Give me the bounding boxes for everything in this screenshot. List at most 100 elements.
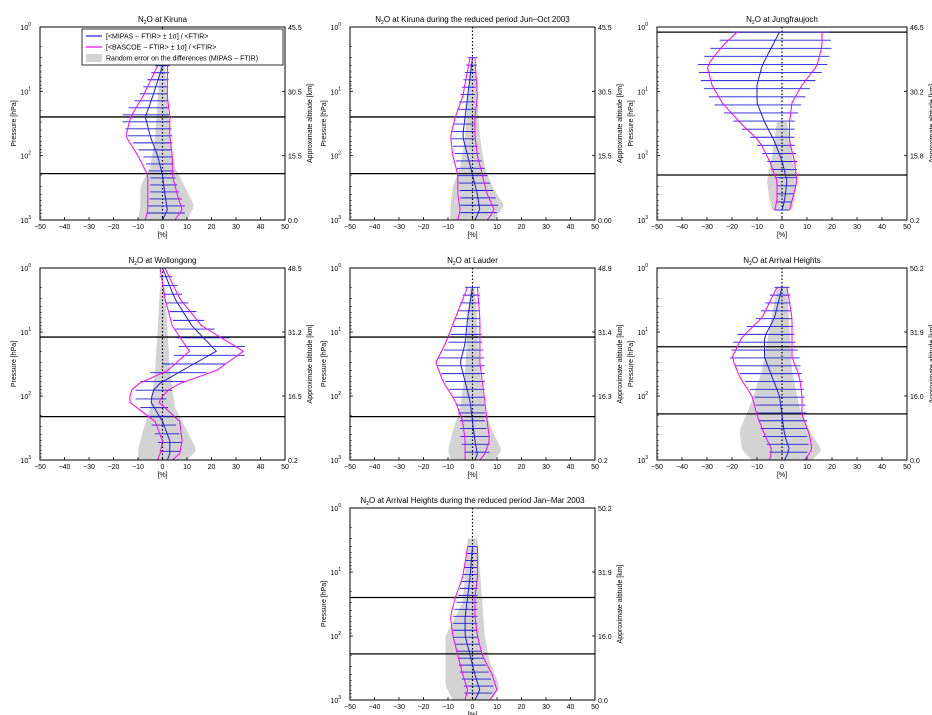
altitude-tick-label: 31.9	[598, 570, 612, 577]
title-subscript: 2	[366, 501, 369, 507]
y-tick-label: 101	[330, 327, 341, 337]
title-rest: O at Kiruna during the reduced period Ju…	[384, 15, 570, 24]
y-tick-label: 103	[330, 455, 341, 465]
x-tick-label: 50	[903, 464, 911, 471]
altitude-tick-label: 0.0	[598, 698, 608, 705]
y-tick-label: 101	[330, 86, 341, 96]
x-tick-label: 40	[567, 704, 575, 711]
y-tick-exponent: 1	[645, 86, 648, 92]
mipas-mean-line	[464, 546, 481, 701]
x-tick-label: 40	[257, 464, 265, 471]
x-tick-label: −40	[369, 704, 381, 711]
y2-axis-label: Approximate altitude [km]	[307, 84, 314, 163]
y-tick-label: 102	[330, 151, 341, 161]
y-tick-exponent: 1	[28, 86, 31, 92]
altitude-tick-label: 45.5	[288, 25, 302, 32]
x-tick-label: 30	[542, 224, 550, 231]
chart-title: N2O at Arrival Heights	[743, 256, 820, 267]
y-tick-label: 102	[20, 391, 31, 401]
title-rest: O at Arrival Heights	[752, 256, 821, 265]
y2-axis-label: Approximate altitude [km]	[617, 564, 624, 643]
y-tick-label: 102	[20, 151, 31, 161]
title-rest: O at Wollongong	[137, 256, 196, 265]
altitude-tick-label: 48.9	[598, 266, 612, 273]
x-tick-label: −20	[418, 464, 430, 471]
x-tick-label: −30	[393, 464, 405, 471]
altitude-tick-label: 30.5	[288, 89, 302, 96]
y-tick-exponent: 2	[645, 151, 648, 157]
title-main: N	[746, 15, 752, 24]
altitude-tick-label: 31.2	[288, 330, 302, 337]
x-axis-label: [%]	[467, 232, 477, 239]
y-tick-exponent: 0	[338, 503, 341, 509]
x-tick-label: −40	[676, 464, 688, 471]
x-tick-label: −30	[393, 224, 405, 231]
y-axis-label: Pressure [hPa]	[321, 581, 328, 627]
altitude-tick-label: 50.2	[598, 506, 612, 513]
x-tick-label: −40	[676, 224, 688, 231]
y-tick-label: 100	[20, 263, 31, 273]
x-tick-label: −50	[344, 224, 356, 231]
legend-mipas-label: [<MIPAS − FTIR> ± 1σ] / <FTIR>	[106, 34, 208, 41]
bascoe-lower-line	[450, 546, 469, 701]
x-axis-label: [%]	[157, 232, 167, 239]
x-axis-label: [%]	[467, 712, 477, 715]
y-tick-label: 101	[20, 86, 31, 96]
x-axis-label: [%]	[467, 472, 477, 479]
title-main: N	[743, 256, 749, 265]
x-tick-label: 40	[878, 464, 886, 471]
legend: [<MIPAS − FTIR> ± 1σ] / <FTIR> [<BASCOE −…	[81, 28, 284, 66]
x-tick-label: −10	[442, 704, 454, 711]
x-tick-label: 50	[591, 464, 599, 471]
bascoe-lower-line	[450, 57, 471, 221]
x-tick-label: 30	[232, 464, 240, 471]
y-axis-label: Pressure [hPa]	[321, 100, 328, 146]
title-subscript: 2	[381, 20, 384, 26]
y-tick-label: 103	[20, 215, 31, 225]
x-tick-label: −50	[344, 464, 356, 471]
mipas-mean-line	[756, 31, 788, 211]
random-error-band	[450, 65, 504, 220]
x-tick-label: −30	[83, 464, 95, 471]
bascoe-upper-line	[158, 267, 245, 461]
y2-axis-label: Approximate altitude [km]	[617, 324, 624, 403]
y-tick-label: 100	[330, 503, 341, 513]
y-tick-label: 100	[20, 22, 31, 32]
y-tick-exponent: 1	[645, 327, 648, 333]
altitude-tick-label: 15.5	[598, 154, 612, 161]
altitude-tick-label: 15.8	[910, 154, 924, 161]
title-main: N	[447, 256, 453, 265]
altitude-tick-label: 0.00	[598, 218, 612, 225]
x-tick-label: −40	[369, 224, 381, 231]
y-axis-label: Pressure [hPa]	[11, 100, 18, 146]
chart-title: N2O at Arrival Heights during the reduce…	[360, 496, 585, 507]
x-tick-label: 50	[903, 224, 911, 231]
chart-panel: −50 −40 −30 −20 −10 0 10 20 30 40 5010010110210348…	[11, 256, 314, 479]
bascoe-upper-line	[789, 32, 823, 211]
title-main: N	[138, 15, 144, 24]
x-tick-label: −10	[442, 224, 454, 231]
x-tick-label: 50	[591, 704, 599, 711]
y-tick-exponent: 0	[28, 263, 31, 269]
bascoe-lower-line	[126, 65, 159, 221]
chart-title: N2O at Lauder	[447, 256, 498, 267]
x-tick-label: 10	[803, 464, 811, 471]
x-tick-label: 10	[493, 464, 501, 471]
x-tick-label: −40	[59, 224, 71, 231]
y-tick-label: 100	[637, 22, 648, 32]
y-tick-exponent: 0	[645, 263, 648, 269]
x-tick-label: −30	[393, 704, 405, 711]
x-tick-label: 0	[471, 464, 475, 471]
x-tick-label: −10	[132, 224, 144, 231]
y-axis-label: Pressure [hPa]	[628, 341, 635, 387]
bascoe-upper-line	[474, 57, 495, 221]
altitude-tick-label: 16.3	[598, 394, 612, 401]
y-tick-exponent: 3	[338, 695, 341, 701]
x-tick-label: −30	[83, 224, 95, 231]
y-tick-label: 100	[330, 22, 341, 32]
y-tick-exponent: 0	[338, 22, 341, 28]
altitude-tick-label: 0.0	[288, 218, 298, 225]
y-tick-exponent: 3	[645, 455, 648, 461]
mipas-mean-line	[462, 57, 481, 221]
bascoe-upper-line	[474, 546, 498, 701]
